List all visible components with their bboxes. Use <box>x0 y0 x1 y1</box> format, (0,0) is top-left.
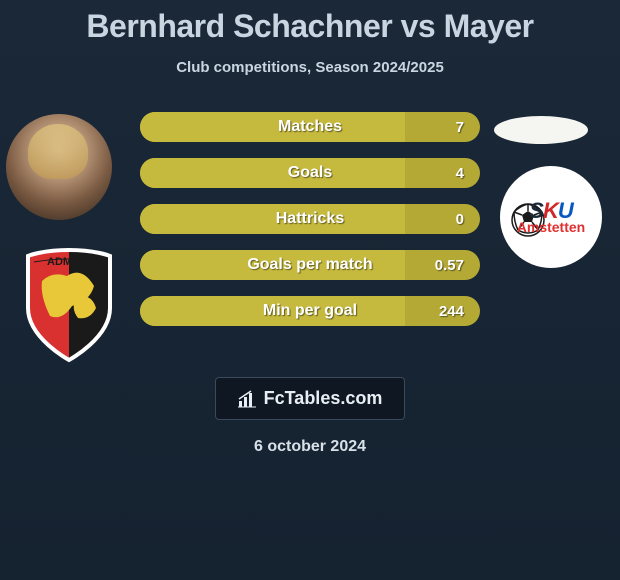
stat-bar-label: Goals per match <box>140 250 480 280</box>
stats-bars: Matches7Goals4Hattricks0Goals per match0… <box>140 112 480 342</box>
sku-subtext: Amstetten <box>517 220 585 234</box>
brand-label: FcTables.com <box>264 388 383 409</box>
stat-bar-label: Matches <box>140 112 480 142</box>
stat-bar-value: 0.57 <box>435 250 464 280</box>
stat-bar-label: Hattricks <box>140 204 480 234</box>
content-area: ADMIRA SKU Amstetten Matches7 Goals4 Hattr… <box>0 106 620 366</box>
player-avatar-left <box>6 114 112 220</box>
club-badge-left: ADMIRA <box>22 246 116 364</box>
stat-bar: Goals4 <box>140 158 480 188</box>
stat-bar-label: Min per goal <box>140 296 480 326</box>
stat-bar-label: Goals <box>140 158 480 188</box>
admira-shield-icon: ADMIRA <box>22 246 116 364</box>
brand-badge[interactable]: FcTables.com <box>215 377 406 420</box>
stat-bar: Matches7 <box>140 112 480 142</box>
stat-bar-value: 0 <box>456 204 464 234</box>
bar-chart-icon <box>238 390 256 408</box>
stat-bar-value: 4 <box>456 158 464 188</box>
stat-bar-value: 244 <box>439 296 464 326</box>
sku-club-text: SKU Amstetten <box>517 200 585 234</box>
page-subtitle: Club competitions, Season 2024/2025 <box>0 59 620 76</box>
stat-bar: Goals per match0.57 <box>140 250 480 280</box>
stat-bar: Hattricks0 <box>140 204 480 234</box>
stat-bar: Min per goal244 <box>140 296 480 326</box>
date-label: 6 october 2024 <box>0 438 620 456</box>
page-title: Bernhard Schachner vs Mayer <box>0 8 620 45</box>
svg-text:ADMIRA: ADMIRA <box>47 256 91 268</box>
footer: FcTables.com 6 october 2024 <box>0 377 620 456</box>
club-badge-right: SKU Amstetten <box>500 166 602 268</box>
stat-bar-value: 7 <box>456 112 464 142</box>
header: Bernhard Schachner vs Mayer Club competi… <box>0 0 620 76</box>
player-avatar-right-placeholder <box>494 116 588 144</box>
